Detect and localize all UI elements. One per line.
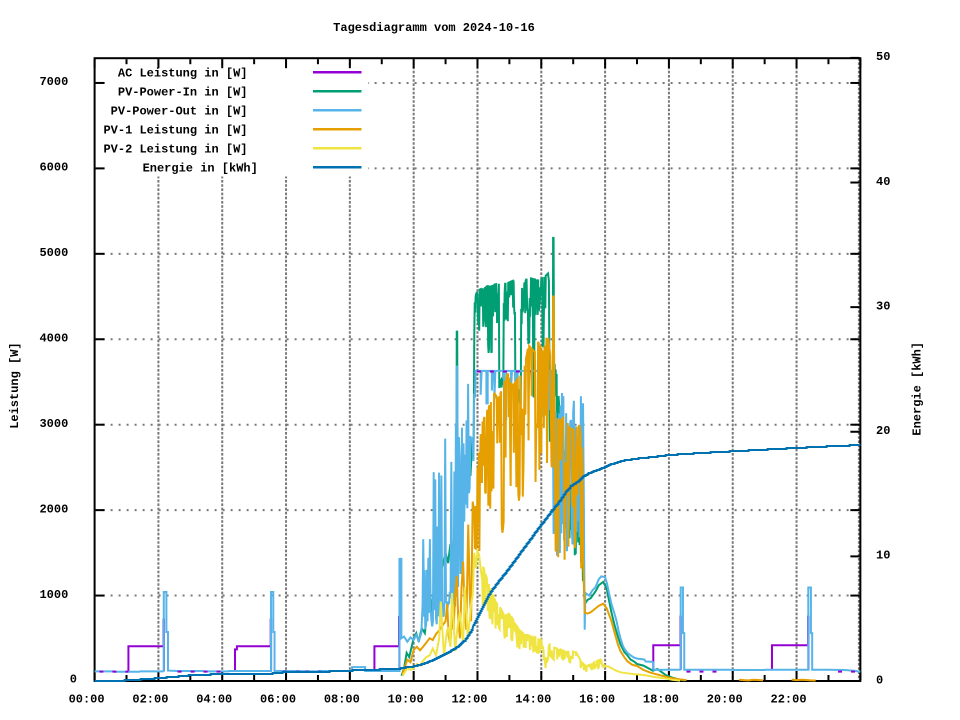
svg-text:40: 40 [876, 175, 890, 189]
svg-text:16:00: 16:00 [579, 692, 615, 706]
svg-text:08:00: 08:00 [324, 692, 360, 706]
svg-text:PV-Power-Out in [W]: PV-Power-Out in [W] [111, 105, 248, 119]
svg-text:10:00: 10:00 [388, 692, 424, 706]
svg-text:20: 20 [876, 424, 890, 438]
svg-text:20:00: 20:00 [707, 692, 743, 706]
svg-text:00:00: 00:00 [69, 692, 105, 706]
svg-text:Tagesdiagramm vom 2024-10-16: Tagesdiagramm vom 2024-10-16 [333, 21, 535, 35]
svg-text:3000: 3000 [39, 417, 68, 431]
svg-text:4000: 4000 [39, 332, 68, 346]
svg-text:Energie [kWh]: Energie [kWh] [911, 342, 925, 436]
svg-text:30: 30 [876, 299, 890, 313]
svg-text:1000: 1000 [39, 588, 68, 602]
svg-text:06:00: 06:00 [260, 692, 296, 706]
svg-text:0: 0 [876, 673, 883, 687]
svg-text:50: 50 [876, 50, 890, 64]
svg-text:AC Leistung in [W]: AC Leistung in [W] [118, 67, 248, 81]
svg-text:Energie in [kWh]: Energie in [kWh] [143, 162, 258, 176]
svg-text:12:00: 12:00 [451, 692, 487, 706]
svg-text:14:00: 14:00 [515, 692, 551, 706]
svg-text:18:00: 18:00 [643, 692, 679, 706]
svg-text:0: 0 [70, 672, 77, 686]
svg-text:10: 10 [876, 549, 890, 563]
svg-text:PV-Power-In in [W]: PV-Power-In in [W] [118, 86, 248, 100]
svg-text:Leistung [W]: Leistung [W] [8, 342, 22, 428]
svg-text:22:00: 22:00 [771, 692, 807, 706]
svg-text:6000: 6000 [39, 161, 68, 175]
svg-text:PV-2 Leistung in [W]: PV-2 Leistung in [W] [103, 143, 247, 157]
svg-text:02:00: 02:00 [132, 692, 168, 706]
svg-text:PV-1 Leistung in [W]: PV-1 Leistung in [W] [103, 124, 247, 138]
svg-text:5000: 5000 [39, 246, 68, 260]
svg-text:2000: 2000 [39, 502, 68, 516]
svg-text:7000: 7000 [39, 75, 68, 89]
svg-text:04:00: 04:00 [196, 692, 232, 706]
